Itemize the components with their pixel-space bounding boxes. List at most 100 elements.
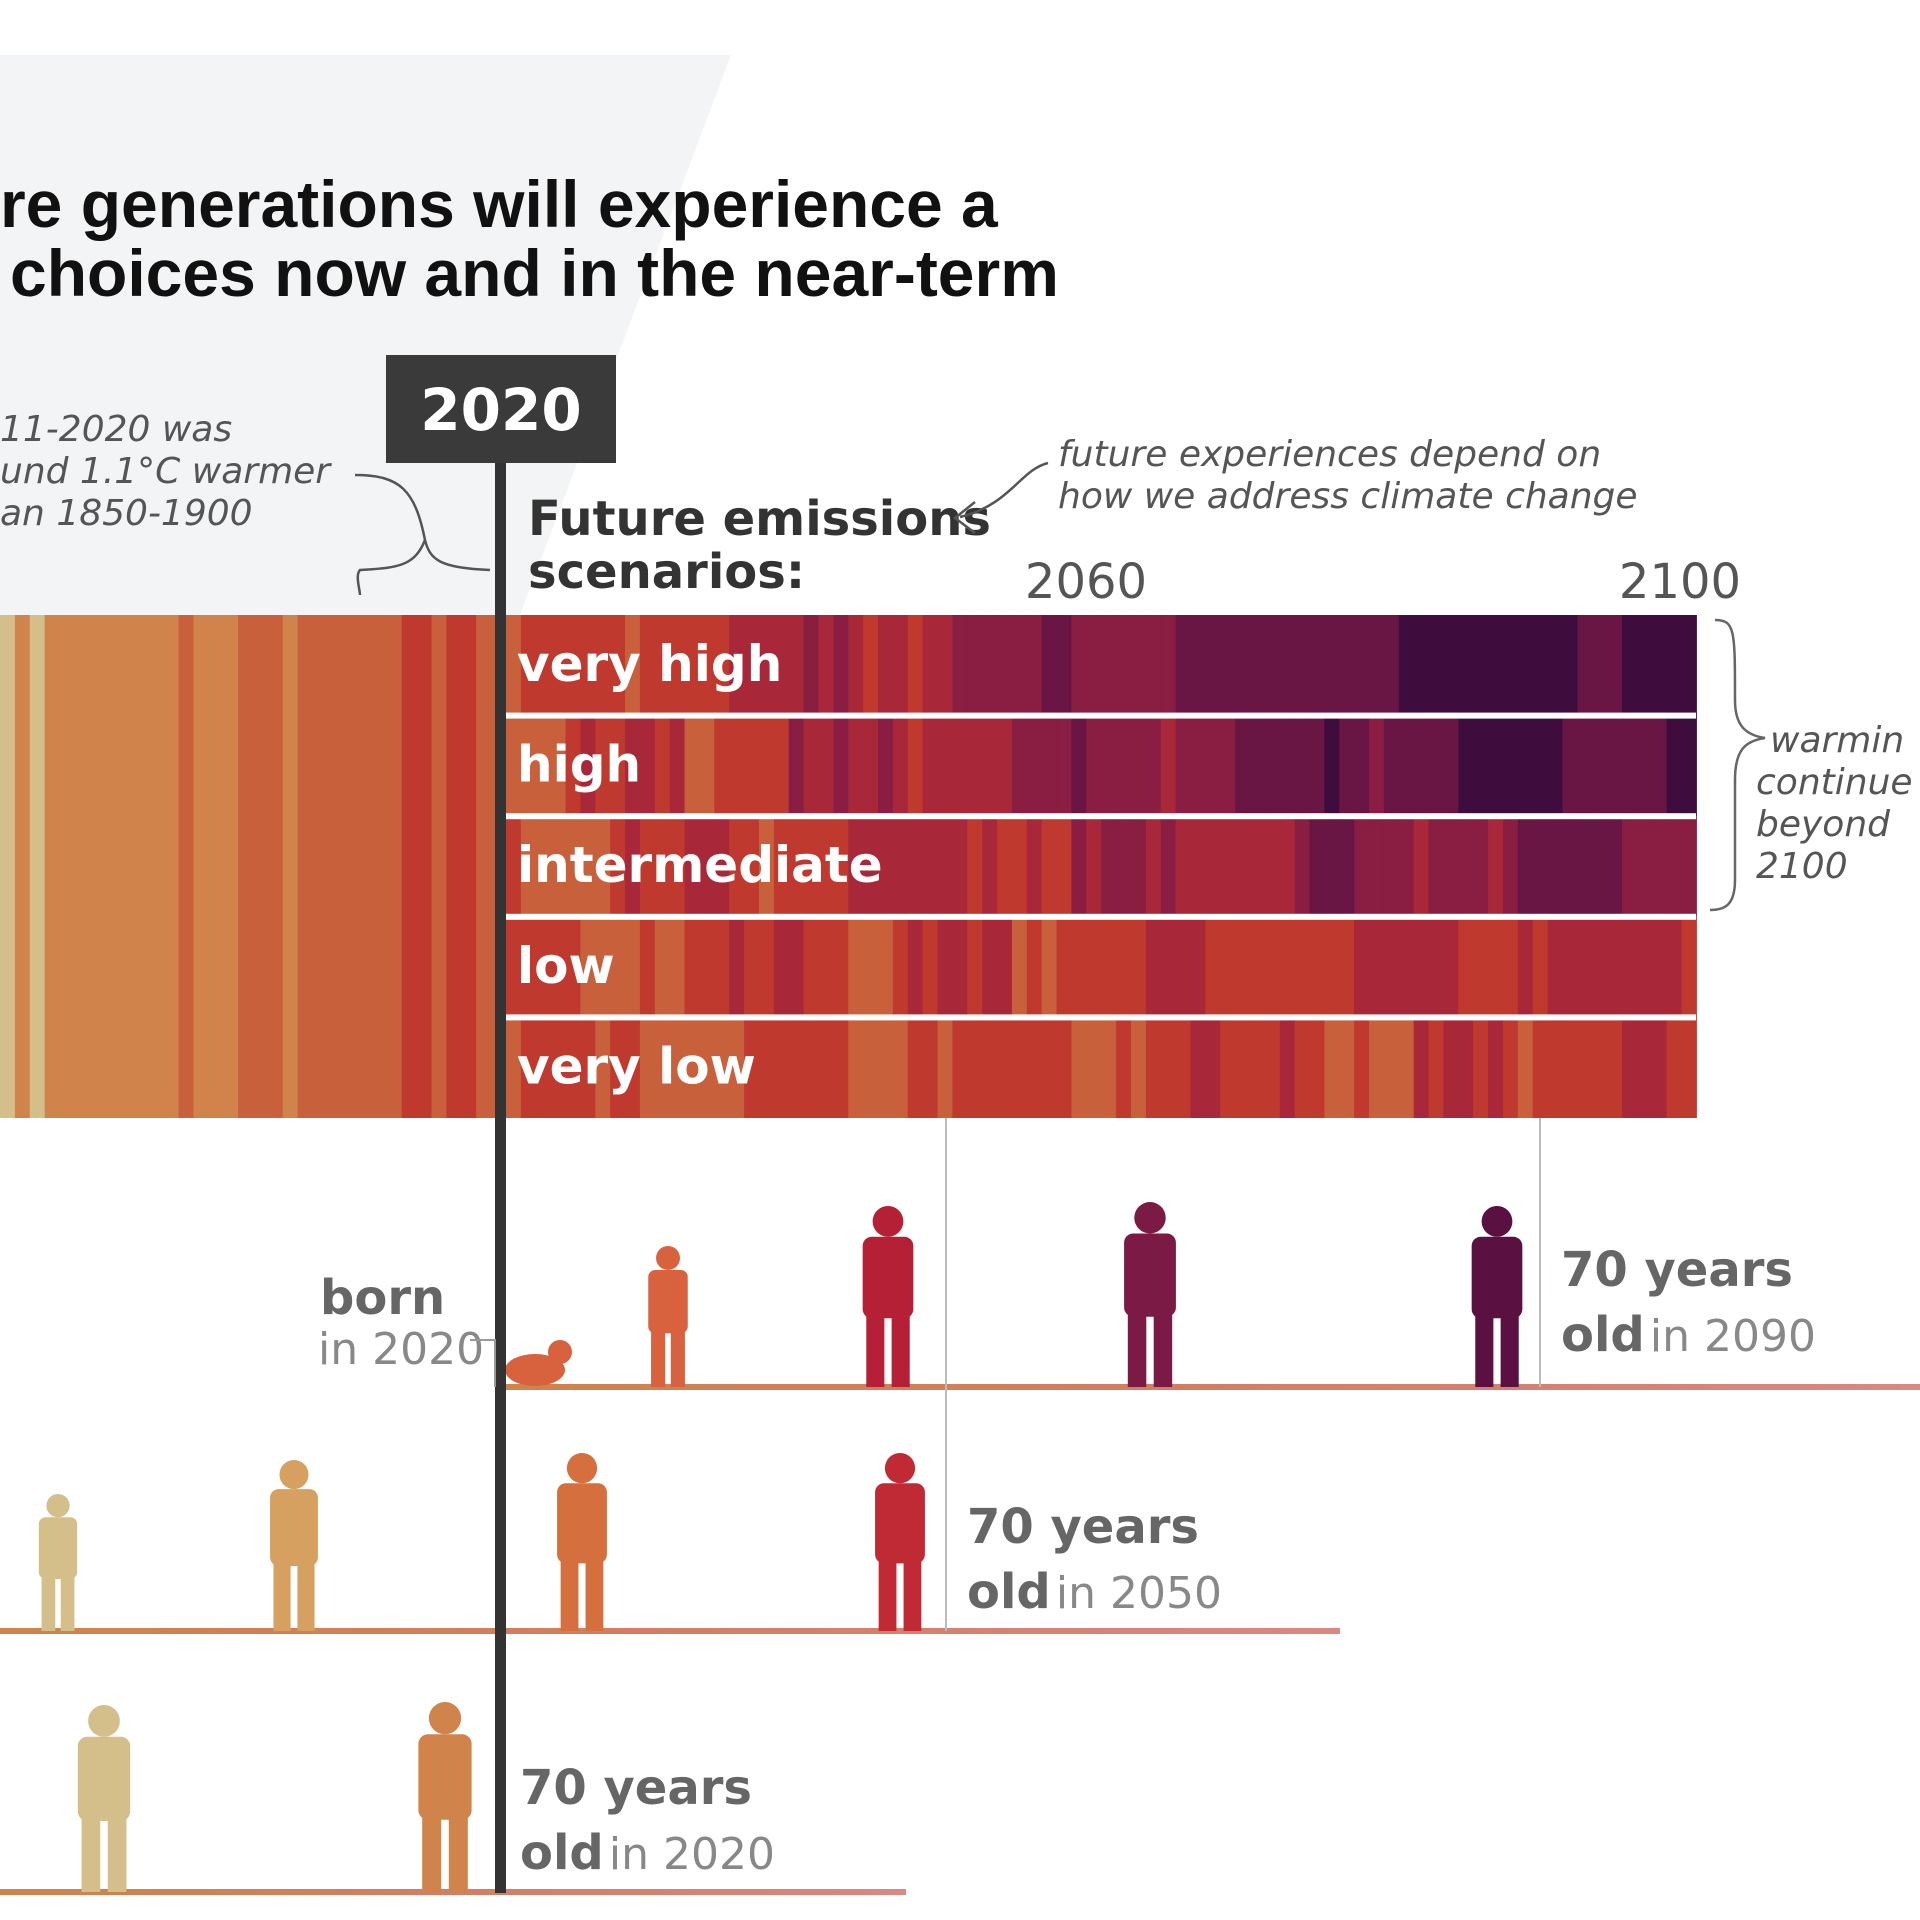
stripe	[1086, 916, 1102, 1018]
stripe	[907, 615, 924, 716]
stripe	[1056, 816, 1072, 917]
person-body	[270, 1489, 318, 1567]
stripe	[1458, 715, 1474, 817]
stripe	[1294, 1017, 1311, 1118]
stripe	[848, 615, 864, 716]
stripe	[1175, 916, 1191, 1018]
stripe	[684, 715, 700, 817]
stripe	[1220, 816, 1236, 917]
stripe	[1681, 816, 1697, 917]
stripe	[1622, 1017, 1638, 1118]
stripe	[1681, 615, 1697, 716]
stripe	[1577, 916, 1593, 1018]
stripe	[565, 1017, 581, 1118]
stripe	[788, 715, 805, 817]
stripe	[684, 1017, 700, 1118]
stripe	[282, 615, 299, 1118]
stripe	[1264, 615, 1281, 716]
stripe	[669, 615, 686, 716]
stripe	[1488, 1017, 1504, 1118]
stripe	[1130, 615, 1147, 716]
stripe	[163, 615, 180, 1118]
stripe	[758, 1017, 775, 1118]
stripe	[803, 615, 819, 716]
leader	[470, 1339, 496, 1387]
stripe	[1577, 615, 1593, 716]
stripe	[1636, 615, 1653, 716]
stripe	[1011, 816, 1028, 917]
stripe	[833, 1017, 849, 1118]
brace	[1709, 618, 1766, 912]
stripe	[1011, 916, 1028, 1018]
stripe	[1532, 816, 1549, 917]
person-leg	[1153, 1313, 1173, 1387]
person-head	[566, 1453, 598, 1484]
stripe	[1592, 715, 1608, 817]
stripe	[1071, 715, 1087, 817]
stripe	[937, 916, 953, 1018]
stripe	[1398, 1017, 1415, 1118]
stripe	[952, 1017, 968, 1118]
stripe	[565, 816, 581, 917]
stripe	[1517, 916, 1534, 1018]
stripe	[1190, 1017, 1206, 1118]
stripe	[1547, 1017, 1563, 1118]
stripe	[1592, 615, 1608, 716]
stripe	[863, 1017, 879, 1118]
stripe	[1071, 816, 1087, 917]
stripe	[1130, 1017, 1147, 1118]
stripe	[982, 916, 998, 1018]
stripe	[1473, 715, 1489, 817]
person-head	[1481, 1206, 1513, 1237]
stripe	[744, 615, 760, 716]
stripe	[699, 816, 715, 917]
row-gap	[506, 712, 1696, 719]
stripe	[1101, 916, 1117, 1018]
stripe	[1458, 816, 1474, 917]
scenario-label: high	[517, 736, 641, 794]
stripe	[1562, 615, 1578, 716]
stripe	[1339, 715, 1355, 817]
stripe	[729, 816, 745, 917]
stripe	[952, 916, 968, 1018]
stripe	[1413, 1017, 1430, 1118]
stripe	[1041, 1017, 1058, 1118]
stripe	[1071, 916, 1087, 1018]
stripe	[1502, 816, 1519, 917]
stripe	[729, 615, 745, 716]
label-light: in 2090	[1650, 1311, 1816, 1362]
stripe	[312, 615, 328, 1118]
stripe	[1175, 1017, 1191, 1118]
stripe	[997, 916, 1013, 1018]
stripe	[729, 1017, 745, 1118]
stripe	[535, 916, 552, 1018]
generation-label: in 2020	[318, 1324, 484, 1375]
stripe	[1369, 916, 1385, 1018]
person-leg	[878, 1559, 897, 1631]
stripe	[758, 816, 775, 917]
stripe	[1636, 916, 1653, 1018]
stripe	[1116, 916, 1132, 1018]
stripe	[1383, 715, 1400, 817]
person-leg	[422, 1816, 442, 1892]
stripe	[1636, 1017, 1653, 1118]
stripe	[1681, 715, 1697, 817]
stripe	[878, 816, 894, 917]
stripe	[1160, 715, 1177, 817]
person-head	[872, 1206, 904, 1237]
stripe	[1651, 916, 1668, 1018]
stripe	[1488, 816, 1504, 917]
stripe	[1235, 1017, 1251, 1118]
person-leg	[651, 1330, 666, 1387]
stripe	[699, 916, 715, 1018]
stripe	[1026, 816, 1043, 917]
stripe	[907, 1017, 924, 1118]
stripe	[1130, 715, 1147, 817]
person-leg	[448, 1816, 468, 1892]
axis-label: 2060	[1025, 554, 1147, 610]
stripe	[833, 916, 849, 1018]
stripe	[1369, 615, 1385, 716]
stripe	[833, 615, 849, 716]
stripe	[1175, 715, 1191, 817]
stripe	[1443, 816, 1459, 917]
